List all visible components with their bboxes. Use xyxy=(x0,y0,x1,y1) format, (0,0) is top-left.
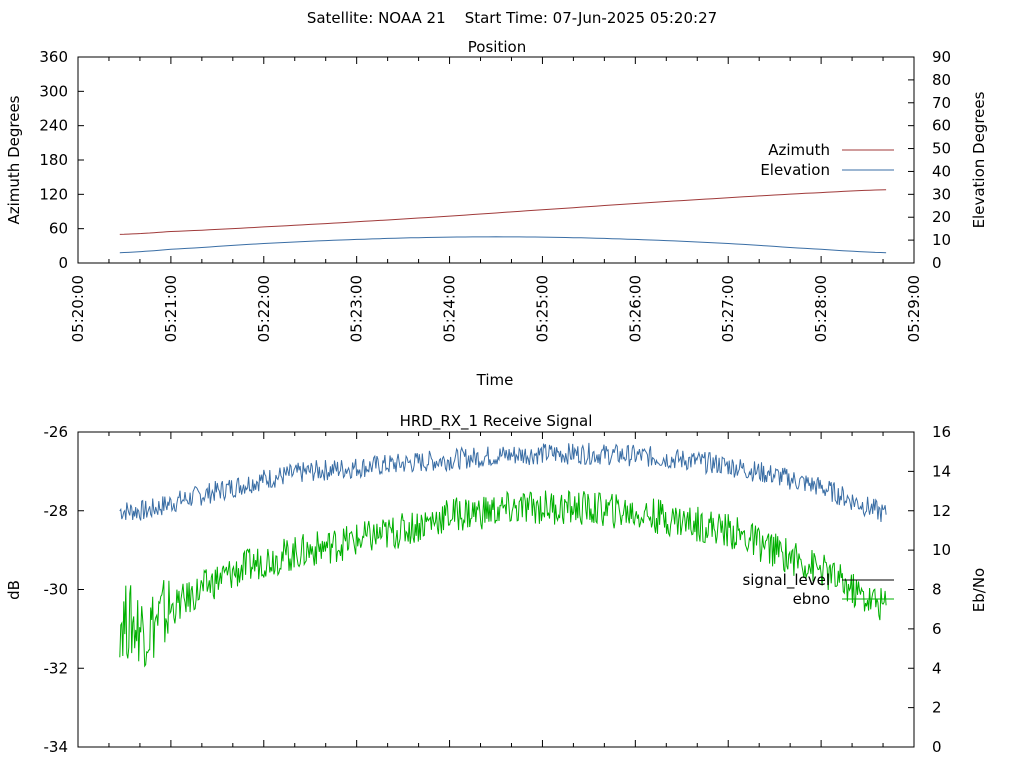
series-line-ebno xyxy=(119,489,887,668)
position-plot-area xyxy=(77,56,915,264)
receive-signal-y-axis-label: dB xyxy=(5,580,23,600)
position-series-lines xyxy=(119,189,887,254)
y2-tick-label: 10 xyxy=(932,231,951,249)
y-tick-label: 120 xyxy=(39,185,68,203)
position-y-axis-label: Azimuth Degrees xyxy=(5,95,23,224)
series-line-signal-level xyxy=(119,442,887,523)
x-tick-label: 05:23:00 xyxy=(348,275,366,342)
y-tick-label: -30 xyxy=(44,581,69,599)
receive-signal-chart-title: HRD_RX_1 Receive Signal xyxy=(400,412,593,431)
y-tick-label: -32 xyxy=(44,659,69,677)
y2-tick-label: 6 xyxy=(932,620,942,638)
series-line-elevation xyxy=(119,236,887,254)
y-tick-label: 240 xyxy=(39,117,68,135)
position-x-axis-label: Time xyxy=(476,371,514,389)
position-chart: Position 0 60 120 180 240 300 360 0 10 20 30 40 50 60… xyxy=(5,38,988,389)
y-tick-label: 300 xyxy=(39,82,68,100)
x-tick-label: 05:20:00 xyxy=(69,275,87,342)
position-chart-title: Position xyxy=(468,38,526,56)
y2-tick-label: 40 xyxy=(932,162,951,180)
receive-signal-series-lines xyxy=(119,442,887,668)
y-tick-label: 60 xyxy=(49,220,68,238)
y-tick-label: -28 xyxy=(44,502,69,520)
figure-title: Satellite: NOAA 21 Start Time: 07-Jun-20… xyxy=(307,9,717,27)
y-tick-label: -34 xyxy=(44,738,69,756)
x-tick-label: 05:22:00 xyxy=(255,275,273,342)
y2-tick-label: 90 xyxy=(932,48,951,66)
x-tick-label: 05:29:00 xyxy=(905,275,923,342)
series-line-azimuth xyxy=(119,189,887,235)
y2-tick-label: 8 xyxy=(932,581,942,599)
x-tick-label: 05:25:00 xyxy=(533,275,551,342)
y2-tick-label: 14 xyxy=(932,462,951,480)
receive-signal-y2-axis-label: Eb/No xyxy=(970,568,988,612)
x-tick-label: 05:24:00 xyxy=(441,275,459,342)
y-tick-label: 360 xyxy=(39,48,68,66)
legend-label: signal_level xyxy=(742,571,830,590)
y2-tick-label: 10 xyxy=(932,541,951,559)
y2-tick-label: 0 xyxy=(932,738,942,756)
position-legend: Azimuth Elevation xyxy=(760,141,894,179)
y2-tick-label: 60 xyxy=(932,117,951,135)
legend-label: Azimuth xyxy=(768,141,830,159)
y2-tick-label: 70 xyxy=(932,94,951,112)
x-tick-label: 05:28:00 xyxy=(812,275,830,342)
x-tick-label: 05:27:00 xyxy=(719,275,737,342)
y-tick-label: 0 xyxy=(58,254,68,272)
y2-tick-label: 0 xyxy=(932,254,942,272)
legend-label: ebno xyxy=(793,590,830,608)
y-tick-label: -26 xyxy=(44,423,69,441)
y2-tick-label: 4 xyxy=(932,659,942,677)
y2-tick-label: 20 xyxy=(932,208,951,226)
y2-tick-label: 12 xyxy=(932,502,951,520)
y2-tick-label: 16 xyxy=(932,423,951,441)
receive-signal-chart: HRD_RX_1 Receive Signal -34 -32 -30 -28 -26 0… xyxy=(5,412,988,756)
y2-tick-label: 80 xyxy=(932,71,951,89)
position-axis-ticks: 0 60 120 180 240 300 360 0 10 20 30 40 50 60 70 80 90 05:… xyxy=(39,48,951,342)
legend-label: Elevation xyxy=(760,161,830,179)
y2-tick-label: 2 xyxy=(932,699,942,717)
y-tick-label: 180 xyxy=(39,151,68,169)
position-y2-axis-label: Elevation Degrees xyxy=(970,91,988,228)
x-tick-label: 05:21:00 xyxy=(162,275,180,342)
receive-signal-axis-ticks: -34 -32 -30 -28 -26 0 2 4 6 8 10 12 14 16 xyxy=(44,423,952,756)
y2-tick-label: 30 xyxy=(932,185,951,203)
x-tick-label: 05:26:00 xyxy=(626,275,644,342)
y2-tick-label: 50 xyxy=(932,140,951,158)
